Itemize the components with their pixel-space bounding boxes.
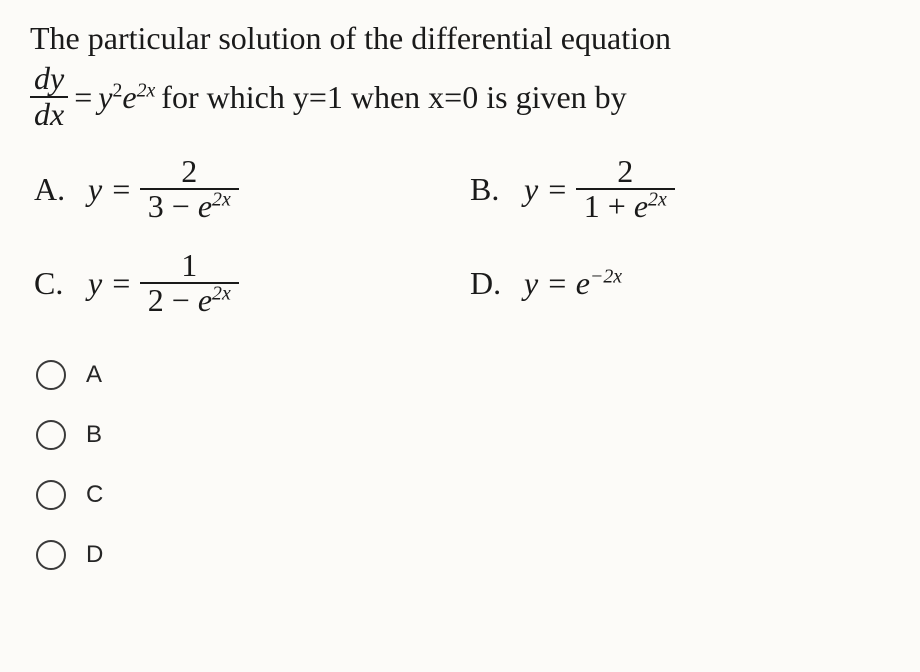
answer-radio-group: A B C D [30,345,896,585]
option-c-den: 2 − e2x [140,282,239,318]
option-a-den: 3 − e2x [140,188,239,224]
option-b-letter: B. [470,169,516,209]
option-d-expr: y = e−2x [524,263,622,303]
question-line-2-tail: for which y=1 when x=0 is given by [161,77,626,117]
option-b: B. y = 2 1 + e2x [460,145,675,233]
option-a-prefix: y = [88,169,132,209]
dy-dx-fraction: dy dx [30,62,68,131]
rhs-e-exp: 2x [137,79,156,101]
option-d-prefix: y = [524,265,576,301]
radio-circle-icon [36,420,66,450]
frac-num: dy [30,62,68,96]
option-c: C. y = 1 2 − e2x [30,239,460,327]
equals-sign: = [74,77,92,117]
rhs-y-exp: 2 [112,79,122,101]
radio-label-d: D [86,540,103,570]
option-d-letter: D. [470,263,516,303]
option-c-num: 1 [177,249,201,283]
rhs-y: y [98,79,112,115]
frac-den: dx [30,96,68,132]
radio-circle-icon [36,360,66,390]
option-a-den-exp: 2x [212,189,231,211]
option-b-num: 2 [613,155,637,189]
option-a-letter: A. [34,169,80,209]
radio-option-d[interactable]: D [36,525,896,585]
option-c-den-exp: 2x [212,283,231,305]
radio-label-a: A [86,360,102,390]
question-equation-line: dy dx = y2e2x for which y=1 when x=0 is … [30,62,896,131]
option-a-num: 2 [177,155,201,189]
option-d-exp: −2x [590,266,622,288]
option-a-den-e: e [198,188,212,224]
radio-option-c[interactable]: C [36,465,896,525]
option-c-den-e: e [198,282,212,318]
option-c-prefix: y = [88,263,132,303]
option-b-den-e: e [634,188,648,224]
radio-option-b[interactable]: B [36,405,896,465]
option-b-den-exp: 2x [648,189,667,211]
option-c-fraction: 1 2 − e2x [140,249,239,318]
radio-label-c: C [86,480,103,510]
radio-option-a[interactable]: A [36,345,896,405]
question-line-1: The particular solution of the different… [30,18,896,58]
option-b-den-text: 1 + [584,188,634,224]
option-a: A. y = 2 3 − e2x [30,145,460,233]
option-a-fraction: 2 3 − e2x [140,155,239,224]
option-b-fraction: 2 1 + e2x [576,155,675,224]
option-b-prefix: y = [524,169,568,209]
options-row-2: C. y = 1 2 − e2x D. y = e−2x [30,239,896,327]
options-row-1: A. y = 2 3 − e2x B. y = 2 1 + e2x [30,145,896,233]
radio-circle-icon [36,480,66,510]
option-c-den-text: 2 − [148,282,198,318]
option-d: D. y = e−2x [460,239,622,327]
option-b-den: 1 + e2x [576,188,675,224]
option-d-e: e [576,265,590,301]
radio-label-b: B [86,420,102,450]
rhs-expression: y2e2x [98,77,155,117]
option-a-den-text: 3 − [148,188,198,224]
radio-circle-icon [36,540,66,570]
rhs-e: e [122,79,136,115]
option-c-letter: C. [34,263,80,303]
